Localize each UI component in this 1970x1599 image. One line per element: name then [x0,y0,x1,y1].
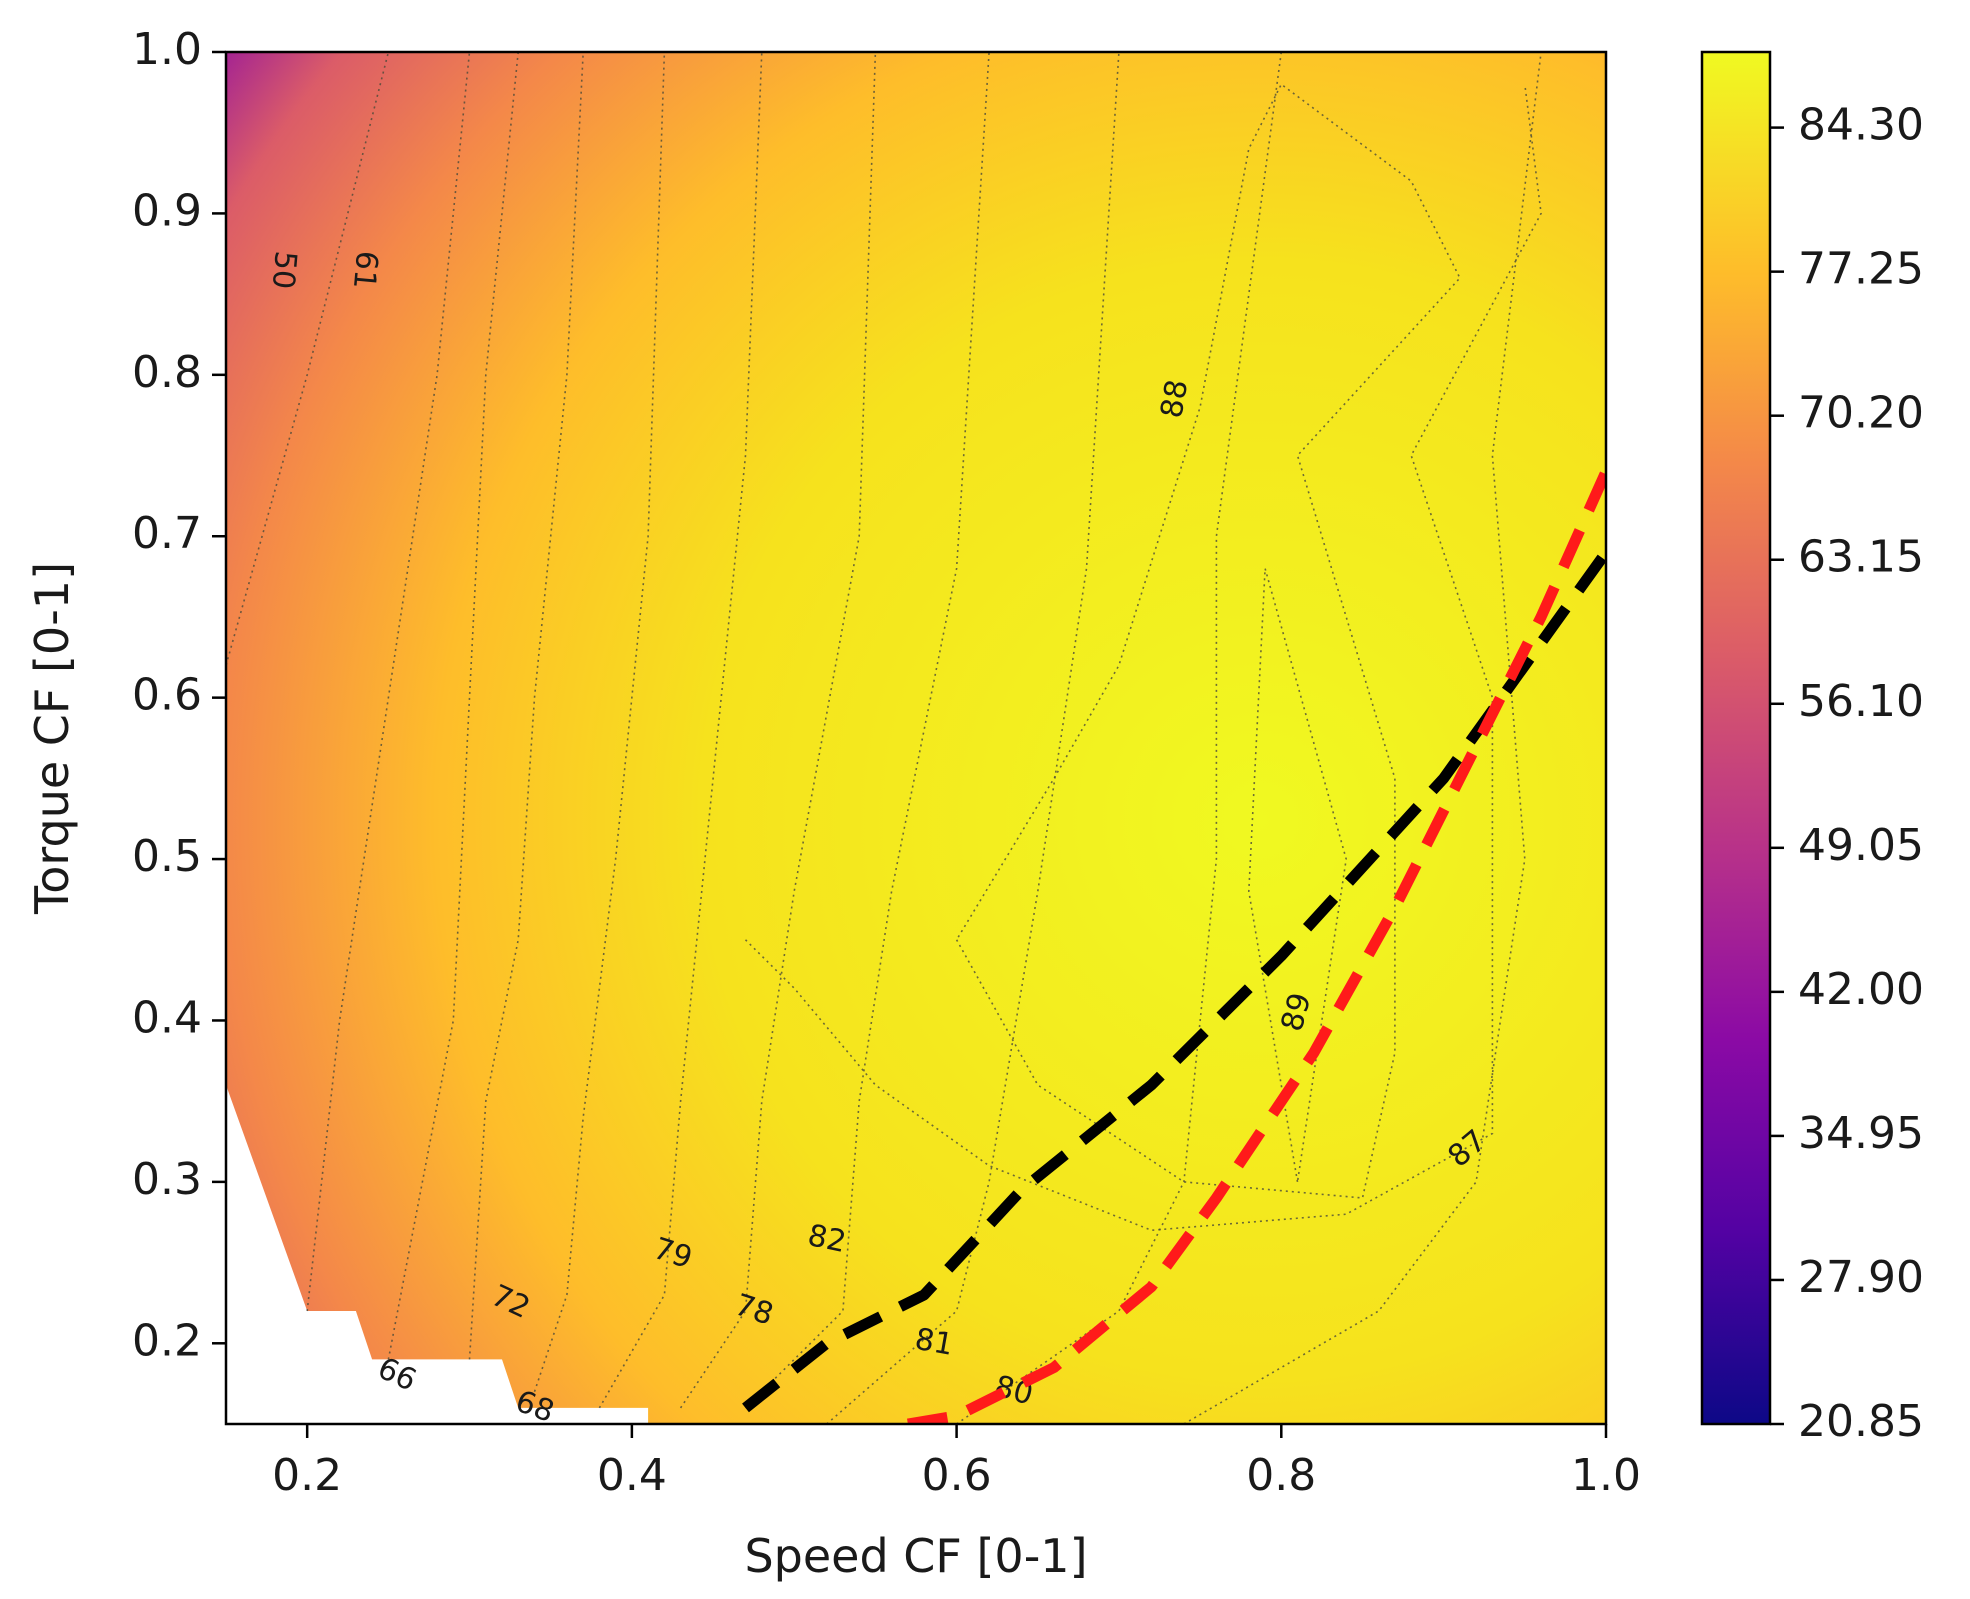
colorbar-tick-label: 70.20 [1798,388,1924,439]
y-tick-label: 0.8 [132,347,202,398]
colorbar [1700,50,1772,1426]
x-tick-label: 0.4 [597,1450,667,1501]
colorbar-tick-label: 27.90 [1798,1252,1924,1303]
y-axis-ticks: 0.2 0.3 0.4 0.5 0.6 0.7 0.8 0.9 1.0 [132,24,226,1366]
contour-label: 88 [1154,377,1195,421]
heatmap-fill [226,52,1606,1424]
y-tick-label: 0.3 [132,1154,202,1205]
contour-line [533,52,666,1392]
plot-frame [224,50,1608,1426]
x-tick-label: 0.8 [1246,1450,1316,1501]
colorbar-tick-label: 63.15 [1798,532,1924,583]
colorbar-tick-label: 42.00 [1798,964,1924,1015]
colorbar-tick-label: 77.25 [1798,244,1924,295]
y-tick-label: 0.5 [132,831,202,882]
x-tick-label: 1.0 [1571,1450,1641,1501]
contour-line [387,52,519,1360]
contour-line [679,52,877,1409]
colorbar-tick-label: 34.95 [1798,1108,1924,1159]
contour-line [956,52,1283,1424]
contour-line [226,52,390,1085]
colorbar-tick-label: 56.10 [1798,676,1924,727]
series-line [742,549,1606,1413]
contour-line [744,52,990,1409]
x-axis-ticks: 0.2 0.4 0.6 0.8 1.0 [272,1424,1641,1501]
x-axis-title: Speed CF [0-1] [744,1529,1087,1583]
contour-label: 50 [265,249,303,290]
y-tick-label: 0.7 [132,508,202,559]
y-axis-title: Torque CF [0-1] [25,562,79,915]
y-tick-label: 0.9 [132,185,202,236]
contour-label: 61 [346,249,384,290]
contour-line [306,52,471,1312]
contour-label: 82 [805,1218,850,1260]
y-tick-label: 0.4 [132,992,202,1043]
y-tick-label: 1.0 [132,24,202,75]
x-tick-label: 0.6 [922,1450,992,1501]
contour-label: 81 [912,1322,956,1363]
contour-lines [226,52,1542,1424]
no-data-region [226,1085,649,1424]
contour-line [468,52,584,1360]
colorbar-tick-label: 84.30 [1798,100,1924,151]
x-tick-label: 0.2 [272,1450,342,1501]
contour-line [598,52,763,1409]
colorbar-ticks: 20.85 27.90 34.95 42.00 49.05 56.10 63.15 70.20… [1770,100,1924,1447]
y-tick-label: 0.6 [132,670,202,721]
colorbar-tick-label: 49.05 [1798,820,1924,871]
contour-line [1183,52,1542,1424]
series-curves [742,469,1606,1424]
colorbar-tick-label: 20.85 [1798,1396,1924,1447]
y-tick-label: 0.2 [132,1315,202,1366]
